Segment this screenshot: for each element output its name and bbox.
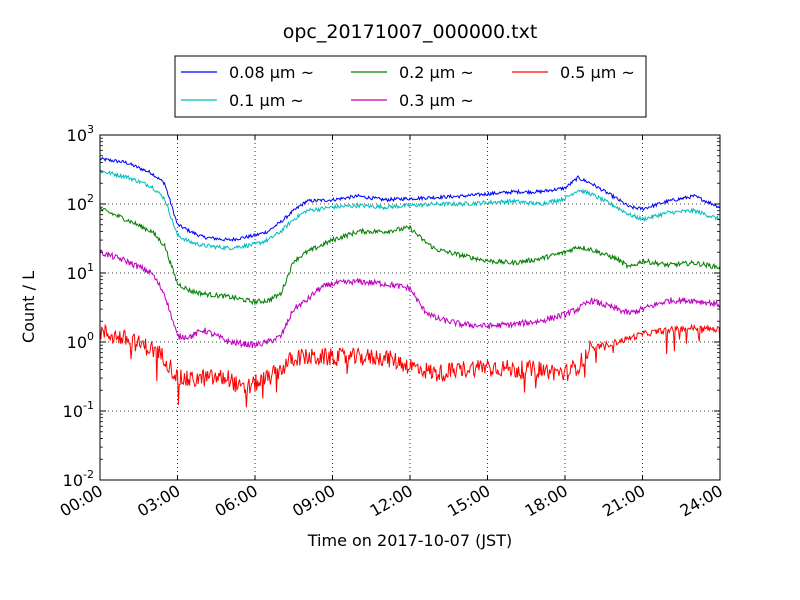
legend-label: 0.3 μm ~ — [399, 91, 474, 110]
y-axis-label: Count / L — [19, 271, 38, 343]
legend-label: 0.1 μm ~ — [229, 91, 304, 110]
y-tick-label: 101 — [67, 261, 94, 283]
legend-label: 0.5 μm ~ — [560, 63, 635, 82]
y-tick-label: 10-1 — [63, 399, 94, 421]
series-line — [100, 156, 720, 242]
chart-title: opc_20171007_000000.txt — [283, 21, 538, 43]
y-tick-label: 102 — [67, 192, 94, 214]
legend-label: 0.2 μm ~ — [399, 63, 474, 82]
y-tick-label: 10-2 — [63, 468, 94, 490]
y-tick-label: 103 — [67, 123, 94, 145]
legend-label: 0.08 μm ~ — [229, 63, 314, 82]
series-group — [100, 156, 720, 408]
legend: 0.08 μm ~ 0.1 μm ~ 0.2 μm ~ 0.3 μm ~ 0.5 μm … — [174, 55, 647, 118]
grid — [100, 135, 720, 480]
series-line — [100, 207, 720, 307]
y-axis: 10-2 10-1 100 101 102 103 — [63, 123, 720, 490]
series-line — [100, 169, 720, 251]
series-line — [100, 249, 720, 349]
series-line — [100, 323, 720, 408]
legend-box — [174, 55, 647, 118]
y-tick-label: 100 — [67, 330, 94, 352]
x-axis-label: Time on 2017-10-07 (JST) — [307, 531, 512, 550]
